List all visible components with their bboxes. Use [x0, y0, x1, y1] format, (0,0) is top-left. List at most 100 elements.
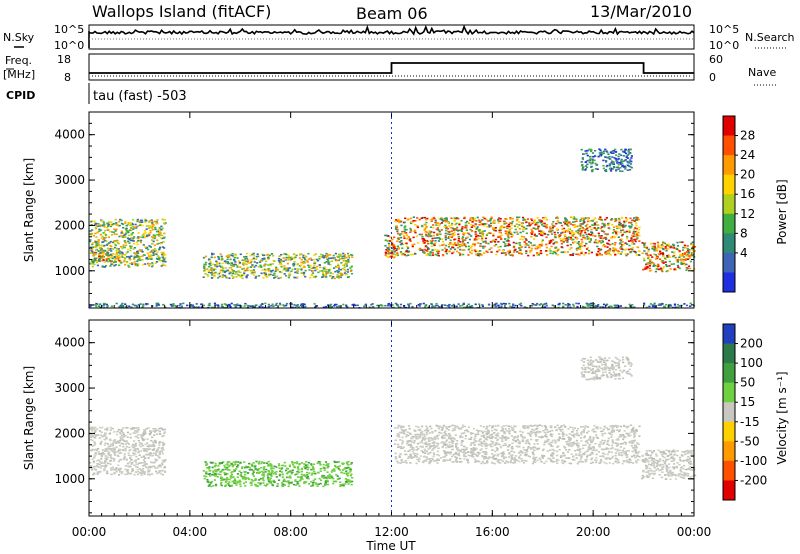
rti-cell — [247, 477, 250, 479]
rti-cell — [230, 274, 233, 277]
rti-cell — [401, 233, 404, 235]
rti-cell — [101, 244, 104, 247]
rti-cell — [620, 163, 623, 166]
rti-cell — [113, 454, 117, 456]
rti-cell — [300, 462, 304, 464]
rti-cell — [340, 484, 343, 487]
rti-cell — [553, 241, 556, 244]
rti-cell — [628, 303, 631, 306]
rti-cell — [130, 237, 133, 239]
rti-cell — [123, 457, 126, 460]
rti-cell — [394, 245, 397, 248]
rti-cell — [459, 305, 462, 307]
rti-cell — [607, 239, 611, 242]
rti-cell — [210, 277, 214, 279]
rti-cell — [576, 248, 579, 251]
rti-cell — [113, 450, 116, 452]
rti-cell — [179, 303, 182, 305]
rti-cell — [344, 257, 347, 259]
rti-cell — [524, 306, 527, 309]
rti-cell — [450, 243, 453, 245]
rti-cell — [351, 254, 354, 256]
rti-cell — [270, 475, 273, 477]
rti-cell — [484, 240, 487, 243]
rti-cell — [137, 427, 140, 429]
rti-cell — [139, 241, 143, 244]
rti-cell — [490, 247, 493, 249]
rti-cell — [635, 231, 638, 234]
rti-cell — [332, 477, 335, 480]
rti-cell — [429, 254, 432, 257]
rti-cell — [600, 235, 603, 237]
rti-cell — [207, 485, 210, 487]
rti-cell — [159, 466, 162, 468]
rti-cell — [650, 261, 653, 264]
rti-cell — [529, 223, 532, 226]
rti-cell — [323, 274, 327, 276]
rti-cell — [163, 258, 166, 260]
rti-cell — [324, 483, 328, 486]
rti-cell — [102, 435, 105, 437]
rti-cell — [387, 252, 390, 255]
rti-cell — [106, 450, 109, 452]
rti-cell — [251, 264, 254, 266]
rti-cell — [250, 272, 253, 275]
rti-cell — [457, 240, 460, 242]
rti-cell — [252, 258, 255, 261]
rti-cell — [148, 465, 151, 468]
rti-cell — [101, 255, 104, 257]
rti-cell — [143, 254, 146, 256]
rti-cell — [189, 304, 192, 306]
rti-cell — [152, 445, 155, 448]
rti-cell — [582, 153, 586, 155]
rti-cell — [234, 463, 237, 466]
rti-cell — [133, 226, 136, 228]
rti-cell — [125, 445, 128, 448]
rti-cell — [137, 255, 140, 258]
rti-cell — [101, 461, 104, 464]
rti-cell — [249, 261, 252, 264]
rti-cell — [234, 253, 237, 256]
rti-cell — [122, 244, 125, 246]
rti-cell — [586, 159, 589, 162]
rti-cell — [107, 223, 110, 226]
rti-cell — [262, 471, 265, 474]
rti-cell — [555, 246, 558, 249]
rti-cell — [243, 471, 246, 473]
rti-cell — [499, 245, 502, 248]
rti-cell — [638, 250, 641, 253]
rti-cell — [508, 232, 512, 235]
rti-cell — [203, 263, 206, 266]
rti-cell — [97, 257, 100, 259]
rti-cell — [563, 231, 567, 233]
rti-cell — [282, 480, 285, 482]
rti-cell — [158, 427, 161, 430]
rti-cell — [118, 448, 121, 451]
rti-cell — [300, 470, 303, 473]
rti-cell — [342, 303, 345, 306]
rti-cell — [336, 274, 339, 276]
rti-cell — [412, 220, 415, 222]
rti-cell — [570, 238, 573, 240]
rti-cell — [138, 249, 141, 251]
rti-cell — [559, 238, 562, 240]
rti-cell — [249, 481, 252, 484]
rti-cell — [544, 225, 547, 228]
rti-cell — [122, 439, 126, 442]
rti-cell — [212, 470, 215, 472]
rti-cell — [136, 260, 139, 263]
rti-cell — [128, 266, 131, 268]
rti-cell — [516, 218, 519, 221]
rti-cell — [322, 272, 325, 274]
rti-cell — [572, 252, 575, 255]
rti-cell — [109, 259, 112, 262]
rti-cell — [156, 448, 159, 451]
rti-cell — [144, 466, 148, 468]
rti-cell — [92, 465, 96, 468]
rti-cell — [497, 221, 500, 224]
rti-cell — [618, 217, 621, 220]
rti-cell — [120, 430, 123, 433]
rti-cell — [89, 262, 92, 265]
rti-cell — [586, 304, 589, 306]
rti-cell — [215, 484, 218, 487]
